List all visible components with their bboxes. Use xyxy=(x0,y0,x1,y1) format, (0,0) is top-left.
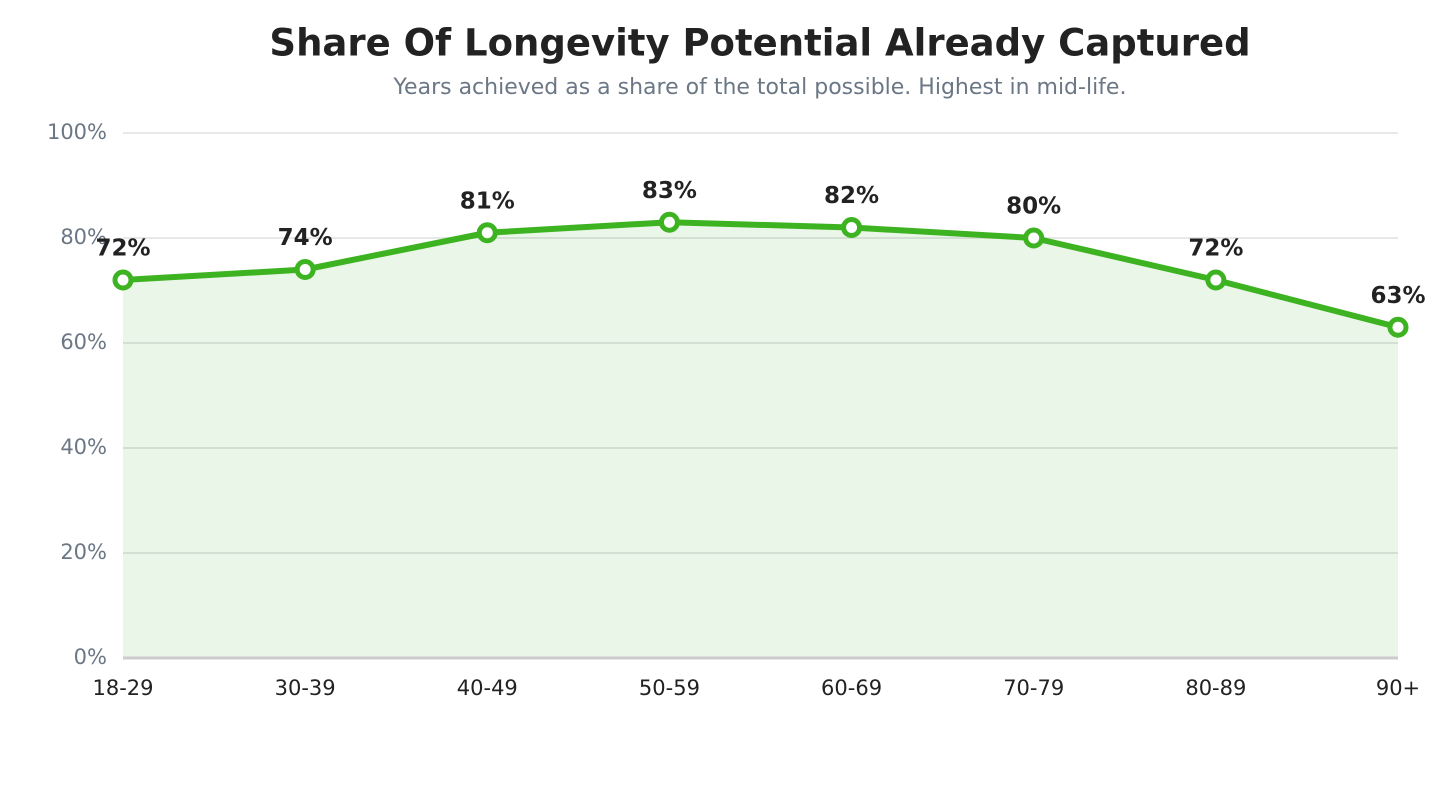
point-marker xyxy=(1205,269,1227,291)
point-marker xyxy=(476,222,498,244)
data-label: 81% xyxy=(460,188,515,214)
y-tick-label: 0% xyxy=(74,645,107,669)
x-tick-label: 80-89 xyxy=(1185,676,1246,700)
point-marker xyxy=(1387,316,1409,338)
chart-subtitle: Years achieved as a share of the total p… xyxy=(393,75,1127,100)
point-marker xyxy=(294,259,316,280)
point-marker xyxy=(112,269,134,291)
x-tick-label: 70-79 xyxy=(1003,676,1064,700)
data-label: 83% xyxy=(642,178,697,204)
point-marker xyxy=(1023,227,1045,249)
y-tick-label: 80% xyxy=(60,225,107,249)
y-tick-label: 40% xyxy=(60,435,107,459)
data-label: 74% xyxy=(278,225,333,251)
x-tick-label: 30-39 xyxy=(275,676,336,700)
y-tick-label: 100% xyxy=(47,120,107,144)
x-tick-label: 90+ xyxy=(1376,676,1420,700)
line xyxy=(122,219,1399,331)
point-marker xyxy=(658,211,680,233)
data-label: 72% xyxy=(1188,236,1243,262)
data-label: 72% xyxy=(95,236,150,262)
x-tick-label: 60-69 xyxy=(821,676,882,700)
data-label: 63% xyxy=(1370,283,1425,309)
area xyxy=(123,222,1398,658)
data-label: 80% xyxy=(1006,194,1061,220)
chart-title: Share Of Longevity Potential Already Cap… xyxy=(269,22,1250,65)
y-tick-label: 60% xyxy=(60,330,107,354)
point-marker xyxy=(841,217,863,238)
y-tick-label: 20% xyxy=(60,540,107,564)
data-label: 82% xyxy=(824,183,879,209)
x-tick-label: 18-29 xyxy=(92,676,153,700)
x-tick-label: 50-59 xyxy=(639,676,700,700)
x-tick-label: 40-49 xyxy=(457,676,518,700)
